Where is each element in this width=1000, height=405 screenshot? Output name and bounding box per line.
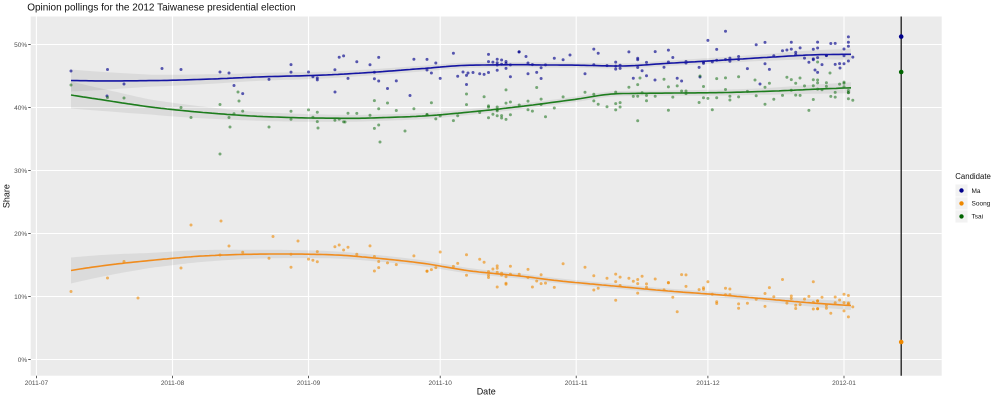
svg-text:2011-07: 2011-07 bbox=[25, 380, 49, 387]
svg-text:30%: 30% bbox=[14, 168, 27, 175]
svg-text:2012-01: 2012-01 bbox=[832, 380, 856, 387]
svg-text:Opinion pollings for the 2012: Opinion pollings for the 2012 Taiwanese … bbox=[27, 2, 295, 13]
svg-text:Tsai: Tsai bbox=[972, 214, 984, 221]
svg-text:20%: 20% bbox=[14, 231, 27, 238]
svg-text:40%: 40% bbox=[14, 105, 27, 112]
svg-text:2011-09: 2011-09 bbox=[297, 380, 321, 387]
svg-text:10%: 10% bbox=[14, 294, 27, 301]
svg-text:2011-08: 2011-08 bbox=[161, 380, 185, 387]
svg-text:Share: Share bbox=[2, 184, 12, 208]
svg-text:Soong: Soong bbox=[972, 201, 991, 208]
svg-text:50%: 50% bbox=[14, 42, 27, 49]
svg-text:0%: 0% bbox=[18, 357, 28, 364]
svg-text:2011-11: 2011-11 bbox=[565, 380, 588, 387]
svg-text:Ma: Ma bbox=[972, 188, 981, 195]
svg-text:Date: Date bbox=[477, 386, 496, 396]
svg-text:Candidate: Candidate bbox=[955, 172, 991, 181]
svg-text:2011-12: 2011-12 bbox=[696, 380, 720, 387]
svg-text:2011-10: 2011-10 bbox=[429, 380, 453, 387]
